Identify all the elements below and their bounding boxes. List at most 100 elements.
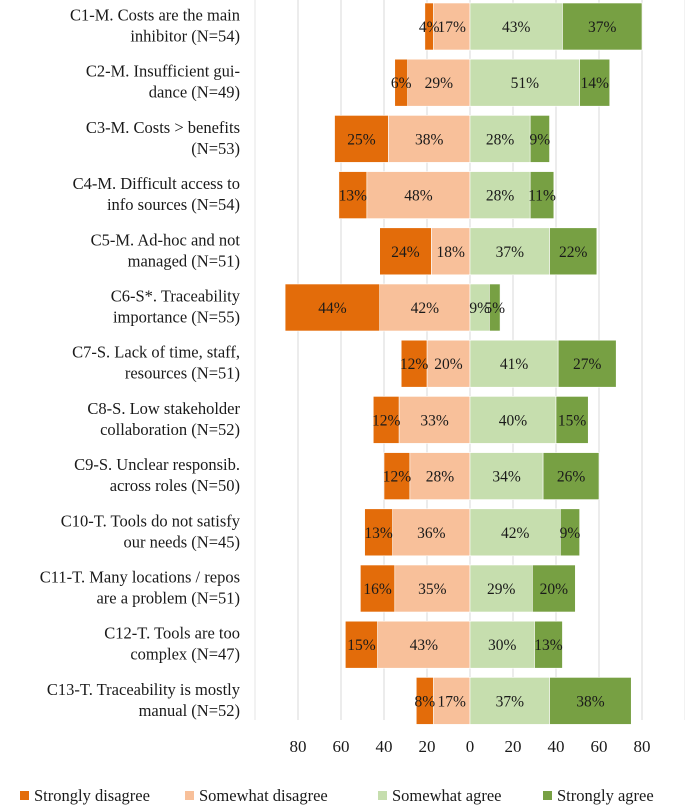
- bar-somewhat-disagree: [394, 564, 471, 613]
- data-label: 20%: [434, 356, 463, 373]
- bar-somewhat-agree: [469, 339, 559, 388]
- data-label: 5%: [484, 300, 505, 317]
- category-label: (N=53): [191, 139, 240, 158]
- data-label: 43%: [502, 19, 531, 36]
- bar-strongly-agree: [557, 339, 617, 388]
- bar-strongly-disagree: [424, 2, 434, 51]
- bar-somewhat-disagree: [387, 115, 471, 163]
- data-label: 16%: [363, 581, 392, 598]
- x-tick-label: 20: [505, 737, 522, 756]
- category-label: across roles (N=50): [110, 476, 240, 495]
- x-axis-ticks: 80 60 40 20 0 20 40 60 80: [290, 737, 651, 756]
- category-label: C2-M. Insufficient gui-: [86, 62, 240, 81]
- legend-swatch-strongly-disagree: [20, 791, 29, 800]
- bar-strongly-agree: [529, 171, 555, 219]
- data-label: 37%: [496, 693, 525, 710]
- data-label: 43%: [410, 637, 439, 654]
- data-label: 44%: [318, 300, 347, 317]
- category-labels: C1-M. Costs are the main inhibitor (N=54)…: [40, 6, 241, 720]
- category-label: C4-M. Difficult access to: [73, 174, 240, 193]
- bar-strongly-disagree: [360, 564, 396, 613]
- data-label: 29%: [425, 75, 454, 92]
- bar-strongly-agree: [529, 115, 550, 163]
- data-label: 8%: [415, 693, 436, 710]
- category-label: our needs (N=45): [123, 532, 240, 551]
- category-label: complex (N=47): [130, 645, 240, 664]
- bar-somewhat-agree: [469, 396, 557, 444]
- data-label: 6%: [391, 75, 412, 92]
- data-label: 13%: [534, 637, 563, 654]
- data-label: 35%: [418, 581, 447, 598]
- data-label: 42%: [501, 525, 530, 542]
- x-tick-label: 60: [591, 737, 608, 756]
- category-label: C8-S. Low stakeholder: [87, 399, 240, 418]
- bar-strongly-disagree: [383, 452, 411, 500]
- bar-strongly-disagree: [400, 339, 428, 388]
- category-label: info sources (N=54): [107, 195, 240, 214]
- data-label: 38%: [415, 131, 444, 148]
- data-label: 17%: [438, 693, 467, 710]
- data-label: 37%: [496, 244, 525, 261]
- category-label: C7-S. Lack of time, staff,: [72, 343, 240, 362]
- category-label: resources (N=51): [125, 364, 240, 383]
- bar-somewhat-disagree: [426, 339, 471, 388]
- bar-somewhat-agree: [469, 115, 531, 163]
- data-label: 22%: [559, 244, 588, 261]
- data-label: 12%: [400, 356, 429, 373]
- bar-strongly-disagree: [334, 115, 389, 163]
- bar-strongly-agree: [555, 396, 589, 444]
- x-tick-label: 80: [634, 737, 651, 756]
- x-tick-label: 40: [376, 737, 393, 756]
- legend-label: Somewhat disagree: [199, 786, 328, 805]
- bar-somewhat-agree: [469, 620, 535, 669]
- data-label: 41%: [500, 356, 529, 373]
- category-label: C5-M. Ad-hoc and not: [91, 230, 241, 249]
- x-tick-label: 20: [419, 737, 436, 756]
- data-label: 29%: [487, 581, 516, 598]
- x-tick-label: 80: [290, 737, 307, 756]
- data-label: 9%: [560, 525, 581, 542]
- legend-label: Strongly agree: [557, 786, 654, 805]
- data-label: 28%: [486, 188, 515, 205]
- bar-series: 17%4% 43% 37%29%6% 51% 14%38%25% 28% 9%48%13% 2…: [284, 2, 643, 725]
- bar-strongly-agree: [532, 564, 576, 613]
- bar-somewhat-disagree: [379, 283, 471, 332]
- bar-strongly-agree: [534, 620, 563, 669]
- bar-somewhat-disagree: [392, 508, 471, 557]
- category-label: C11-T. Many locations / repos: [40, 568, 240, 587]
- legend-label: Somewhat agree: [392, 786, 502, 805]
- category-label: C9-S. Unclear responsib.: [74, 455, 240, 474]
- bar-strongly-disagree: [344, 620, 378, 669]
- bar-strongly-agree: [579, 58, 611, 107]
- bar-strongly-agree: [542, 452, 600, 500]
- bar-strongly-agree: [489, 283, 501, 332]
- bar-somewhat-disagree: [377, 620, 471, 669]
- bar-somewhat-agree: [469, 677, 550, 725]
- bar-somewhat-disagree: [430, 227, 471, 276]
- data-label: 14%: [580, 75, 609, 92]
- bar-somewhat-disagree: [407, 58, 471, 107]
- category-label: C12-T. Tools are too: [104, 624, 240, 643]
- category-label: manual (N=52): [139, 701, 240, 720]
- data-label: 24%: [391, 244, 420, 261]
- data-label: 38%: [576, 693, 605, 710]
- category-label: collaboration (N=52): [100, 420, 240, 439]
- bar-strongly-disagree: [394, 58, 408, 107]
- category-label: C3-M. Costs > benefits: [86, 118, 240, 137]
- bar-strongly-disagree: [372, 396, 400, 444]
- data-label: 42%: [411, 300, 440, 317]
- data-label: 51%: [511, 75, 540, 92]
- data-label: 13%: [364, 525, 393, 542]
- bar-somewhat-agree: [469, 452, 544, 500]
- data-label: 28%: [426, 469, 455, 486]
- bar-somewhat-agree: [469, 227, 550, 276]
- data-label: 40%: [499, 412, 528, 429]
- category-label: importance (N=55): [113, 308, 240, 327]
- legend-swatch-somewhat-disagree: [185, 791, 194, 800]
- data-label: 4%: [419, 19, 440, 36]
- bar-strongly-disagree: [379, 227, 432, 276]
- legend-swatch-strongly-agree: [543, 791, 552, 800]
- category-label: C6-S*. Traceability: [111, 287, 241, 306]
- bar-strongly-agree: [559, 508, 580, 557]
